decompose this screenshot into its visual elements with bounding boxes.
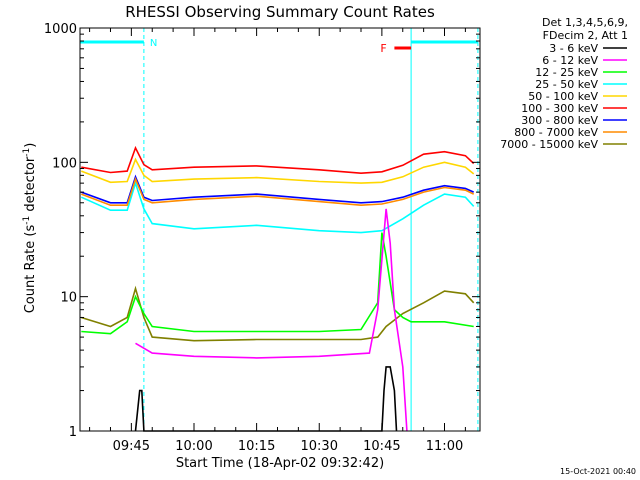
y-tick-label: 1: [69, 425, 77, 440]
legend: Det 1,3,4,5,6,9, FDecim 2, Att 1 3 - 6 k…: [500, 16, 628, 151]
legend-header-2: FDecim 2, Att 1: [543, 29, 628, 42]
series-line-2: [81, 232, 474, 335]
legend-label-6: 300 - 800 keV: [521, 114, 598, 127]
legend-label-0: 3 - 6 keV: [549, 42, 598, 55]
y-tick-label: 100: [52, 156, 77, 171]
series-line-4: [81, 157, 475, 184]
legend-header-1: Det 1,3,4,5,6,9,: [542, 16, 628, 29]
y-axis-label-mid: detector: [23, 156, 38, 216]
x-tick-label: 10:45: [363, 439, 400, 454]
series-line-7: [81, 176, 475, 207]
y-axis-label-end: ): [23, 143, 38, 148]
x-tick-label: 10:30: [301, 439, 338, 454]
series-line-0: [134, 366, 398, 432]
legend-label-7: 800 - 7000 keV: [514, 126, 598, 139]
x-tick-label: 10:15: [238, 439, 275, 454]
x-tick-label: 10:00: [175, 439, 212, 454]
y-axis-label-exp2: -1: [22, 148, 32, 157]
x-tick-label: 09:45: [113, 439, 150, 454]
y-axis-label-main: Count Rate (s: [23, 225, 38, 314]
series-line-1: [135, 208, 408, 432]
legend-label-5: 100 - 300 keV: [521, 102, 598, 115]
legend-label-2: 12 - 25 keV: [535, 66, 598, 79]
series-line-8: [81, 285, 475, 342]
y-tick-label: 10: [60, 291, 77, 306]
y-tick-label: 1000: [44, 22, 77, 37]
legend-label-3: 25 - 50 keV: [535, 78, 598, 91]
flare-label: F: [380, 42, 386, 55]
axis-frame: [79, 27, 481, 432]
legend-label-1: 6 - 12 keV: [542, 54, 598, 67]
series-line-5: [81, 145, 475, 175]
x-axis-label: Start Time (18-Apr-02 09:32:42): [176, 456, 384, 471]
x-tick-label: 11:00: [426, 439, 463, 454]
night-label: N: [150, 38, 157, 49]
legend-label-4: 50 - 100 keV: [528, 90, 598, 103]
legend-label-8: 7000 - 15000 keV: [500, 138, 598, 151]
series-line-3: [80, 180, 475, 234]
chart-title: RHESSI Observing Summary Count Rates: [125, 3, 435, 21]
plot-area: N F 1 10 100 1000 09:45 10:00 10:15 10:30 10:45 11:…: [44, 22, 481, 454]
footer-date: 15-Oct-2021 00:40: [560, 467, 636, 476]
y-axis-label-exp1: -1: [22, 216, 32, 225]
y-axis-label: Count Rate (s-1 detector-1): [22, 143, 38, 314]
